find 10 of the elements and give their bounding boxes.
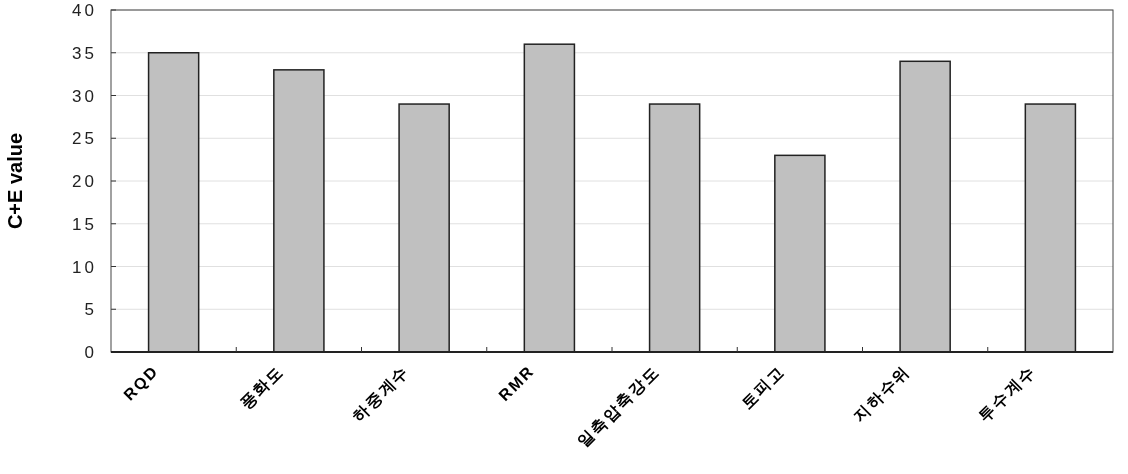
y-tick-label: 0: [84, 343, 97, 362]
y-axis-title: C+E value: [4, 132, 26, 230]
y-tick-label: 25: [72, 129, 97, 149]
y-tick-label: 5: [84, 300, 97, 320]
y-tick-label: 15: [72, 214, 97, 234]
y-tick-label: 20: [72, 172, 97, 191]
y-tick-label: 10: [72, 257, 97, 277]
y-tick-label: 30: [72, 86, 97, 106]
y-tick-label: 40: [72, 1, 97, 20]
y-tick-label: 35: [72, 43, 97, 63]
